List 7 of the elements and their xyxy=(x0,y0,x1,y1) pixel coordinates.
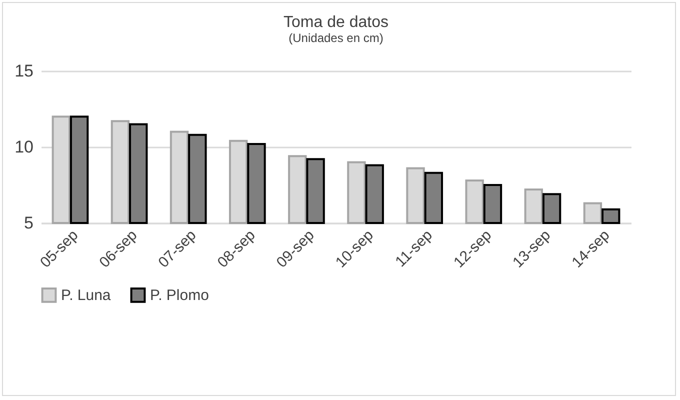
y-tick-label: 5 xyxy=(24,214,34,232)
y-tick-label: 15 xyxy=(14,62,34,80)
chart-subtitle: (Unidades en cm) xyxy=(288,31,384,45)
y-tick-label: 10 xyxy=(14,138,34,156)
legend-label: P. Plomo xyxy=(150,287,209,304)
chart-title: Toma de datos xyxy=(284,14,388,31)
legend-label: P. Luna xyxy=(61,287,112,304)
